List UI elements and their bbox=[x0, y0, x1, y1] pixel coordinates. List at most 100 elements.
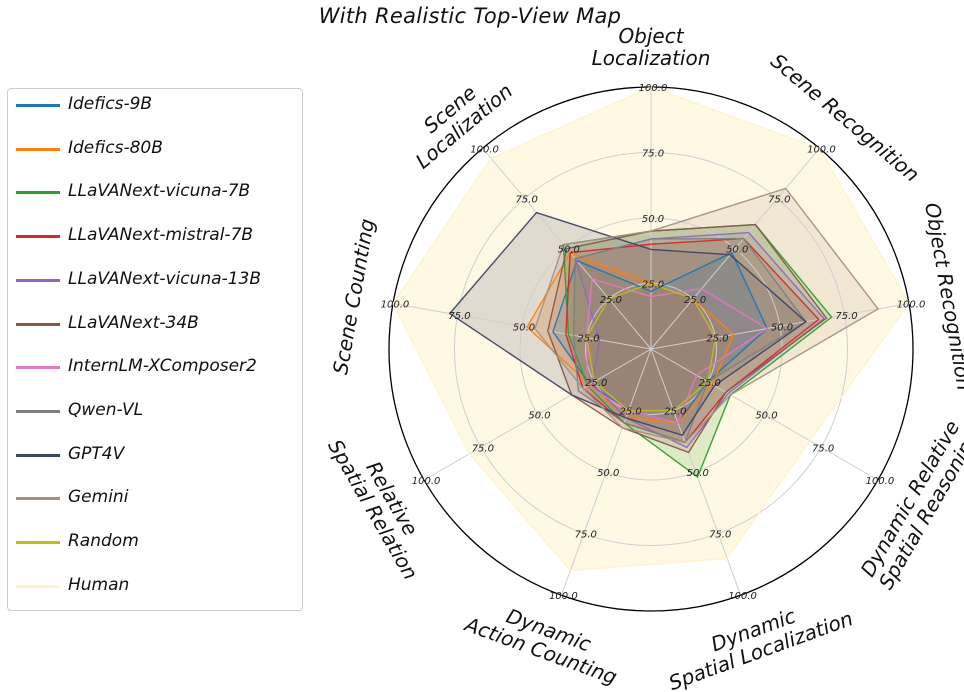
legend-item: LLaVANext-vicuna-13B bbox=[8, 266, 302, 296]
tick-label: 50.0 bbox=[528, 411, 550, 422]
tick-label: 25.0 bbox=[600, 295, 622, 306]
tick-label: 75.0 bbox=[768, 194, 790, 205]
legend-label: LLaVANext-34B bbox=[68, 312, 199, 333]
tick-label: 100.0 bbox=[728, 591, 757, 602]
tick-label: 100.0 bbox=[381, 300, 410, 311]
legend-swatch bbox=[16, 409, 60, 413]
series-line bbox=[534, 187, 880, 444]
axis-spoke bbox=[650, 147, 820, 350]
tick-label: 50.0 bbox=[558, 245, 580, 256]
tick-label: 25.0 bbox=[664, 407, 686, 418]
tick-label: 75.0 bbox=[642, 149, 664, 160]
legend-swatch bbox=[16, 322, 60, 326]
series-fill bbox=[534, 188, 879, 443]
series-line bbox=[585, 282, 717, 412]
legend-swatch bbox=[16, 235, 60, 239]
legend-item: Human bbox=[8, 572, 302, 602]
series-fill bbox=[547, 224, 827, 453]
tick-label: 50.0 bbox=[597, 468, 619, 479]
series-line bbox=[572, 237, 807, 444]
tick-label: 75.0 bbox=[812, 443, 834, 454]
legend-item: Idefics-9B bbox=[8, 91, 302, 121]
axis-spoke bbox=[650, 348, 742, 596]
legend-swatch bbox=[16, 278, 60, 282]
axis-spoke bbox=[560, 348, 652, 596]
series-line bbox=[585, 277, 769, 424]
legend-item: GPT4V bbox=[8, 441, 302, 471]
legend-item: Gemini bbox=[8, 484, 302, 514]
series-fill bbox=[563, 224, 832, 478]
legend-item: Idefics-80B bbox=[8, 135, 302, 165]
series-lines bbox=[392, 86, 910, 572]
series-fill bbox=[573, 238, 806, 443]
legend-label: Human bbox=[68, 574, 130, 595]
tick-label: 100.0 bbox=[807, 144, 836, 155]
axis-label: Object Recognition bbox=[920, 201, 964, 392]
legend-swatch bbox=[16, 584, 60, 588]
tick-label: 100.0 bbox=[412, 476, 441, 487]
tick-label: 50.0 bbox=[642, 214, 664, 225]
series-line bbox=[547, 223, 828, 454]
tick-label: 50.0 bbox=[771, 322, 793, 333]
legend-item: InternLM-XComposer2 bbox=[8, 353, 302, 383]
axis-spoke bbox=[423, 348, 652, 481]
legend-label: Idefics-9B bbox=[68, 94, 153, 114]
axis-label-line: Spatial Reasoning bbox=[874, 426, 964, 594]
axis-label-line: Object bbox=[618, 24, 684, 48]
series-line bbox=[392, 86, 910, 572]
tick-label: 100.0 bbox=[639, 83, 668, 94]
legend-swatch bbox=[16, 191, 60, 195]
series-line bbox=[448, 211, 807, 436]
legend-item: LLaVANext-mistral-7B bbox=[8, 222, 302, 252]
series-line bbox=[562, 223, 833, 479]
series-fill bbox=[586, 278, 768, 423]
legend-label: InternLM-XComposer2 bbox=[68, 356, 257, 377]
series-fill bbox=[449, 212, 806, 436]
legend-swatch bbox=[16, 104, 60, 107]
tick-label: 25.0 bbox=[699, 378, 721, 389]
legend-label: Idefics-80B bbox=[68, 137, 163, 158]
tick-label: 100.0 bbox=[549, 591, 578, 602]
chart-title: With Realistic Top-View Map bbox=[318, 4, 622, 28]
legend-item: LLaVANext-34B bbox=[8, 310, 302, 340]
tick-label: 25.0 bbox=[619, 407, 641, 418]
legend-label: LLaVANext-vicuna-7B bbox=[68, 181, 251, 202]
tick-label: 75.0 bbox=[709, 530, 731, 541]
tick-label: 50.0 bbox=[513, 322, 535, 333]
tick-label: 50.0 bbox=[687, 468, 709, 479]
axis-spoke bbox=[650, 348, 879, 481]
axis-spoke bbox=[650, 303, 910, 350]
legend-label: GPT4V bbox=[68, 443, 125, 464]
legend: Idefics-9B Idefics-80B LLaVANext-vicuna-7B… bbox=[7, 88, 303, 611]
tick-label: 25.0 bbox=[684, 295, 706, 306]
axis-label-line: Object Recognition bbox=[920, 201, 964, 392]
tick-label: 50.0 bbox=[726, 245, 748, 256]
legend-swatch bbox=[16, 366, 60, 370]
axis-label-line: Localization bbox=[592, 46, 711, 70]
legend-label: LLaVANext-mistral-7B bbox=[68, 225, 254, 246]
tick-label: 25.0 bbox=[642, 280, 664, 291]
tick-label: 100.0 bbox=[470, 144, 499, 155]
tick-labels: 25.0 50.0 75.0 100.0 25.0 50.0 75.0 100.0 25.0 50… bbox=[381, 83, 926, 602]
tick-label: 25.0 bbox=[577, 334, 599, 345]
legend-swatch bbox=[16, 147, 60, 151]
tick-label: 100.0 bbox=[866, 476, 895, 487]
legend-item: Random bbox=[8, 528, 302, 558]
legend-swatch bbox=[16, 541, 60, 544]
legend-label: Gemini bbox=[68, 487, 129, 508]
legend-swatch bbox=[16, 497, 60, 501]
legend-item: Qwen-VL bbox=[8, 397, 302, 427]
tick-label: 50.0 bbox=[755, 411, 777, 422]
tick-label: 75.0 bbox=[472, 443, 494, 454]
legend-label: Random bbox=[68, 531, 139, 551]
axis-label: Scene Counting bbox=[328, 217, 379, 376]
tick-label: 25.0 bbox=[585, 378, 607, 389]
legend-label: LLaVANext-vicuna-13B bbox=[68, 268, 262, 289]
tick-label: 75.0 bbox=[575, 530, 597, 541]
